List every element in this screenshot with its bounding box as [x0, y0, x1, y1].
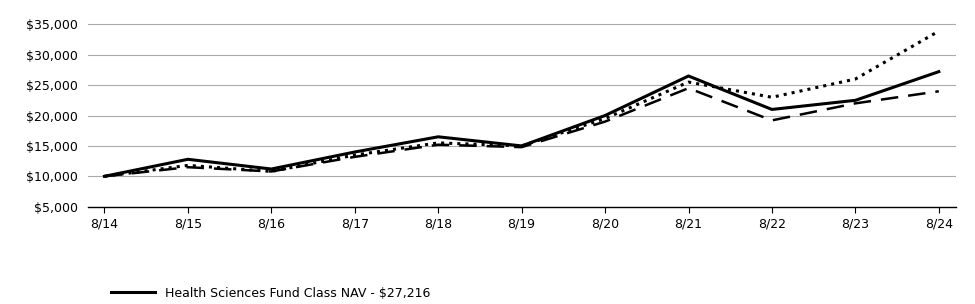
Lipper Health/Biotechnology Index - $23,988: [682, 86, 694, 90]
Health Sciences Fund Class NAV - $27,216: [766, 108, 778, 111]
S&P 500 Index - $33,882: [516, 144, 527, 148]
S&P 500 Index - $33,882: [933, 29, 945, 33]
S&P 500 Index - $33,882: [849, 77, 861, 81]
Lipper Health/Biotechnology Index - $23,988: [600, 120, 611, 123]
Health Sciences Fund Class NAV - $27,216: [432, 135, 444, 139]
Lipper Health/Biotechnology Index - $23,988: [849, 102, 861, 105]
Health Sciences Fund Class NAV - $27,216: [849, 98, 861, 102]
S&P 500 Index - $33,882: [98, 174, 110, 178]
Lipper Health/Biotechnology Index - $23,988: [933, 89, 945, 93]
Lipper Health/Biotechnology Index - $23,988: [182, 165, 194, 169]
Lipper Health/Biotechnology Index - $23,988: [349, 155, 361, 159]
Legend: Health Sciences Fund Class NAV - $27,216, S&P 500 Index - $33,882, Lipper Health: Health Sciences Fund Class NAV - $27,216…: [111, 287, 446, 304]
Health Sciences Fund Class NAV - $27,216: [600, 114, 611, 117]
Lipper Health/Biotechnology Index - $23,988: [766, 119, 778, 122]
Health Sciences Fund Class NAV - $27,216: [265, 167, 277, 171]
Health Sciences Fund Class NAV - $27,216: [516, 144, 527, 148]
Lipper Health/Biotechnology Index - $23,988: [265, 170, 277, 173]
Lipper Health/Biotechnology Index - $23,988: [98, 174, 110, 178]
Health Sciences Fund Class NAV - $27,216: [349, 150, 361, 154]
Lipper Health/Biotechnology Index - $23,988: [516, 145, 527, 149]
S&P 500 Index - $33,882: [265, 170, 277, 173]
Health Sciences Fund Class NAV - $27,216: [933, 70, 945, 74]
S&P 500 Index - $33,882: [766, 95, 778, 99]
Lipper Health/Biotechnology Index - $23,988: [432, 143, 444, 147]
Line: Health Sciences Fund Class NAV - $27,216: Health Sciences Fund Class NAV - $27,216: [104, 72, 939, 176]
S&P 500 Index - $33,882: [682, 80, 694, 84]
S&P 500 Index - $33,882: [182, 164, 194, 167]
Health Sciences Fund Class NAV - $27,216: [98, 174, 110, 178]
Health Sciences Fund Class NAV - $27,216: [682, 74, 694, 78]
S&P 500 Index - $33,882: [349, 153, 361, 157]
Line: Lipper Health/Biotechnology Index - $23,988: Lipper Health/Biotechnology Index - $23,…: [104, 88, 939, 176]
Line: S&P 500 Index - $33,882: S&P 500 Index - $33,882: [104, 31, 939, 176]
S&P 500 Index - $33,882: [600, 117, 611, 120]
S&P 500 Index - $33,882: [432, 141, 444, 145]
Health Sciences Fund Class NAV - $27,216: [182, 157, 194, 161]
